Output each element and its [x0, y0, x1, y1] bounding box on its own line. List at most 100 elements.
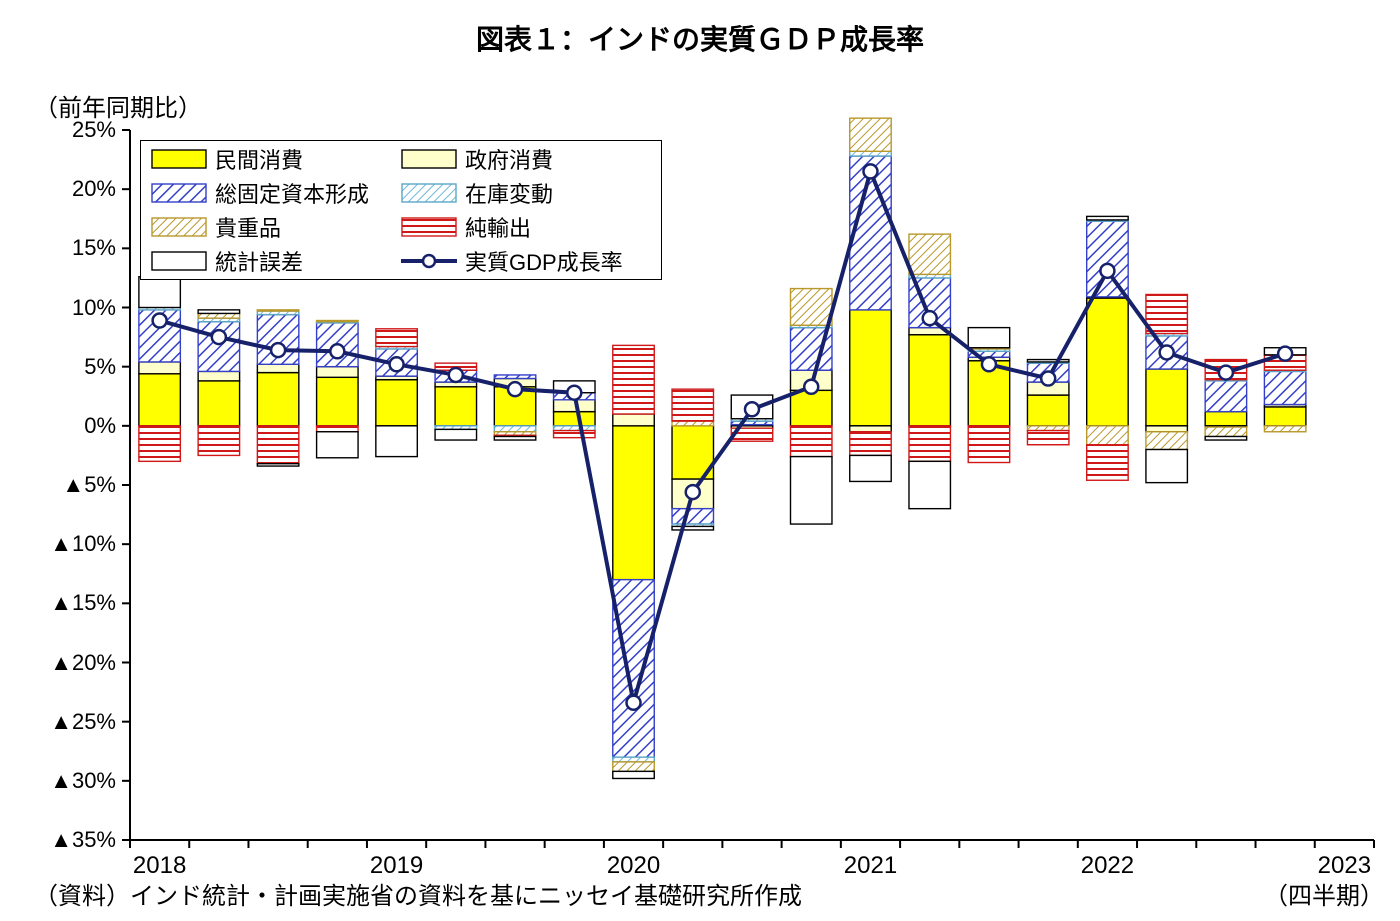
- bar-stat_discrepancy: [1146, 450, 1187, 483]
- bar-private_consumption: [613, 426, 654, 580]
- bar-valuables: [791, 289, 832, 326]
- bar-gfcf: [613, 580, 654, 758]
- bar-inventory: [494, 426, 535, 432]
- x-axis-unit: （四半期）: [1264, 876, 1384, 911]
- bar-private_consumption: [317, 377, 358, 426]
- bar-private_consumption: [850, 310, 891, 426]
- bar-net_exports: [376, 329, 417, 347]
- bar-stat_discrepancy: [494, 436, 535, 440]
- legend-item-valuables: 貴重品: [151, 211, 401, 243]
- bar-gfcf: [1264, 371, 1305, 404]
- bar-valuables: [1087, 426, 1128, 445]
- legend-label: 総固定資本形成: [215, 177, 369, 209]
- bar-valuables: [257, 310, 298, 311]
- bar-net_exports: [1146, 294, 1187, 333]
- legend-item-stat_discrepancy: 統計誤差: [151, 245, 401, 277]
- gdp-marker: [982, 357, 996, 371]
- legend-item-private_consumption: 民間消費: [151, 143, 401, 175]
- y-tick-label: ▲20%: [46, 650, 116, 676]
- bar-private_consumption: [554, 412, 595, 426]
- y-tick-label: 20%: [46, 176, 116, 202]
- bar-stat_discrepancy: [850, 455, 891, 481]
- bar-stat_discrepancy: [435, 429, 476, 440]
- gdp-marker: [863, 164, 877, 178]
- bar-valuables: [613, 762, 654, 771]
- y-tick-label: ▲25%: [46, 709, 116, 735]
- bar-private_consumption: [376, 380, 417, 426]
- gdp-marker: [449, 368, 463, 382]
- bar-net_exports: [139, 426, 180, 462]
- bar-stat_discrepancy: [257, 464, 298, 466]
- bar-stat_discrepancy: [1027, 360, 1068, 362]
- legend-item-net_exports: 純輸出: [401, 211, 651, 243]
- bar-valuables: [672, 421, 713, 426]
- bar-private_consumption: [257, 373, 298, 426]
- bar-inventory: [850, 151, 891, 156]
- y-tick-label: 10%: [46, 295, 116, 321]
- bar-private_consumption: [139, 374, 180, 426]
- bar-private_consumption: [1087, 298, 1128, 426]
- legend-label: 在庫変動: [465, 177, 553, 209]
- bar-valuables: [909, 234, 950, 274]
- gdp-marker: [1100, 264, 1114, 278]
- bar-private_consumption: [1146, 369, 1187, 426]
- gdp-marker: [1041, 372, 1055, 386]
- gdp-marker: [567, 386, 581, 400]
- bar-private_consumption: [1205, 412, 1246, 426]
- bar-stat_discrepancy: [376, 426, 417, 457]
- bar-private_consumption: [435, 387, 476, 426]
- y-tick-label: ▲15%: [46, 590, 116, 616]
- y-tick-label: ▲10%: [46, 531, 116, 557]
- bar-net_exports: [672, 389, 713, 421]
- bar-stat_discrepancy: [317, 432, 358, 458]
- bar-net_exports: [1027, 431, 1068, 445]
- bar-private_consumption: [198, 381, 239, 426]
- bar-net_exports: [198, 426, 239, 456]
- bar-private_consumption: [909, 335, 950, 426]
- gdp-chart: ▲35%▲30%▲25%▲20%▲15%▲10%▲5%0%5%10%15%20%…: [130, 130, 1374, 840]
- legend-label: 統計誤差: [215, 245, 303, 277]
- bar-valuables: [1205, 427, 1246, 436]
- bar-valuables: [1264, 426, 1305, 432]
- bar-inventory: [554, 426, 595, 431]
- gdp-marker: [923, 311, 937, 325]
- gdp-marker: [804, 380, 818, 394]
- bar-inventory: [613, 757, 654, 762]
- gdp-marker: [627, 696, 641, 710]
- bar-govt_consumption: [317, 367, 358, 378]
- bar-govt_consumption: [1146, 426, 1187, 432]
- bar-gfcf: [1205, 381, 1246, 412]
- y-tick-label: ▲35%: [46, 827, 116, 853]
- bar-net_exports: [791, 426, 832, 457]
- legend-item-govt_consumption: 政府消費: [401, 143, 651, 175]
- bar-govt_consumption: [613, 414, 654, 426]
- y-tick-label: 5%: [46, 354, 116, 380]
- bar-net_exports: [554, 431, 595, 438]
- legend-label: 貴重品: [215, 211, 281, 243]
- bar-net_exports: [613, 345, 654, 414]
- legend-label: 政府消費: [465, 143, 553, 175]
- gdp-marker: [1219, 366, 1233, 380]
- bar-stat_discrepancy: [198, 310, 239, 314]
- bar-net_exports: [317, 426, 358, 432]
- bar-govt_consumption: [257, 364, 298, 372]
- bar-gfcf: [672, 509, 713, 524]
- x-tick-label: 2022: [1081, 852, 1134, 880]
- gdp-marker: [745, 402, 759, 416]
- source-note: （資料）インド統計・計画実施省の資料を基にニッセイ基礎研究所作成: [34, 876, 802, 911]
- legend-label: 純輸出: [465, 211, 531, 243]
- bar-valuables: [1027, 426, 1068, 431]
- bar-private_consumption: [1027, 395, 1068, 426]
- bar-stat_discrepancy: [613, 771, 654, 778]
- y-tick-label: 25%: [46, 117, 116, 143]
- gdp-marker: [1160, 345, 1174, 359]
- bar-valuables: [317, 321, 358, 322]
- bar-govt_consumption: [850, 426, 891, 432]
- gdp-marker: [390, 357, 404, 371]
- bar-stat_discrepancy: [139, 277, 180, 308]
- x-tick-label: 2021: [844, 852, 897, 880]
- bar-net_exports: [1087, 445, 1128, 481]
- bar-private_consumption: [1264, 407, 1305, 426]
- legend-item-gfcf: 総固定資本形成: [151, 177, 401, 209]
- legend-label: 実質GDP成長率: [465, 245, 623, 277]
